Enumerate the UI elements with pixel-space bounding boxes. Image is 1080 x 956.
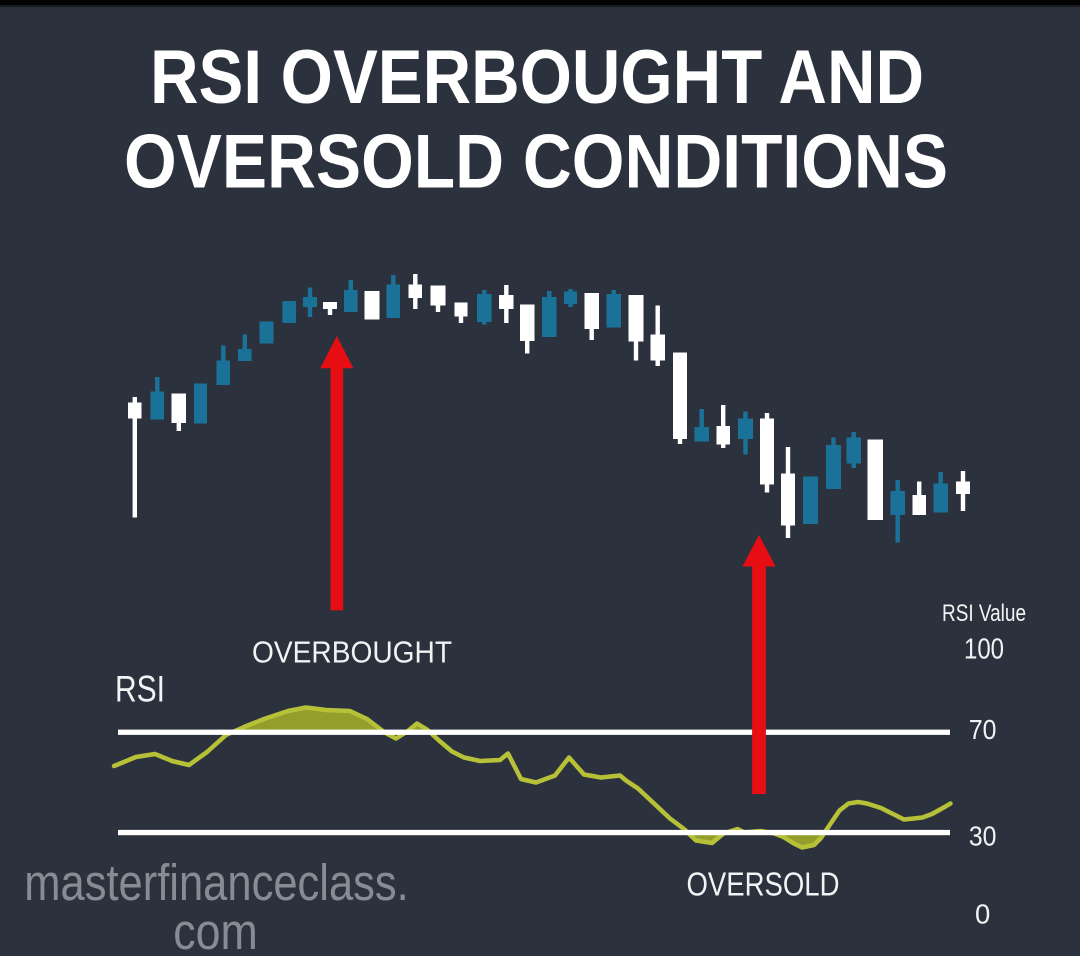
svg-text:OVERSOLD: OVERSOLD	[687, 866, 840, 903]
svg-text:100: 100	[964, 634, 1004, 666]
svg-text:RSI: RSI	[115, 669, 165, 710]
svg-text:masterfinanceclass.: masterfinanceclass.	[24, 854, 409, 911]
svg-text:com: com	[173, 903, 258, 956]
svg-text:RSI Value: RSI Value	[942, 600, 1026, 627]
svg-text:30: 30	[969, 821, 997, 852]
svg-text:0: 0	[975, 899, 990, 930]
svg-text:OVERSOLD CONDITIONS: OVERSOLD CONDITIONS	[124, 120, 948, 205]
svg-text:70: 70	[969, 714, 997, 745]
svg-text:RSI OVERBOUGHT AND: RSI OVERBOUGHT AND	[150, 35, 924, 120]
svg-text:OVERBOUGHT: OVERBOUGHT	[252, 635, 452, 670]
